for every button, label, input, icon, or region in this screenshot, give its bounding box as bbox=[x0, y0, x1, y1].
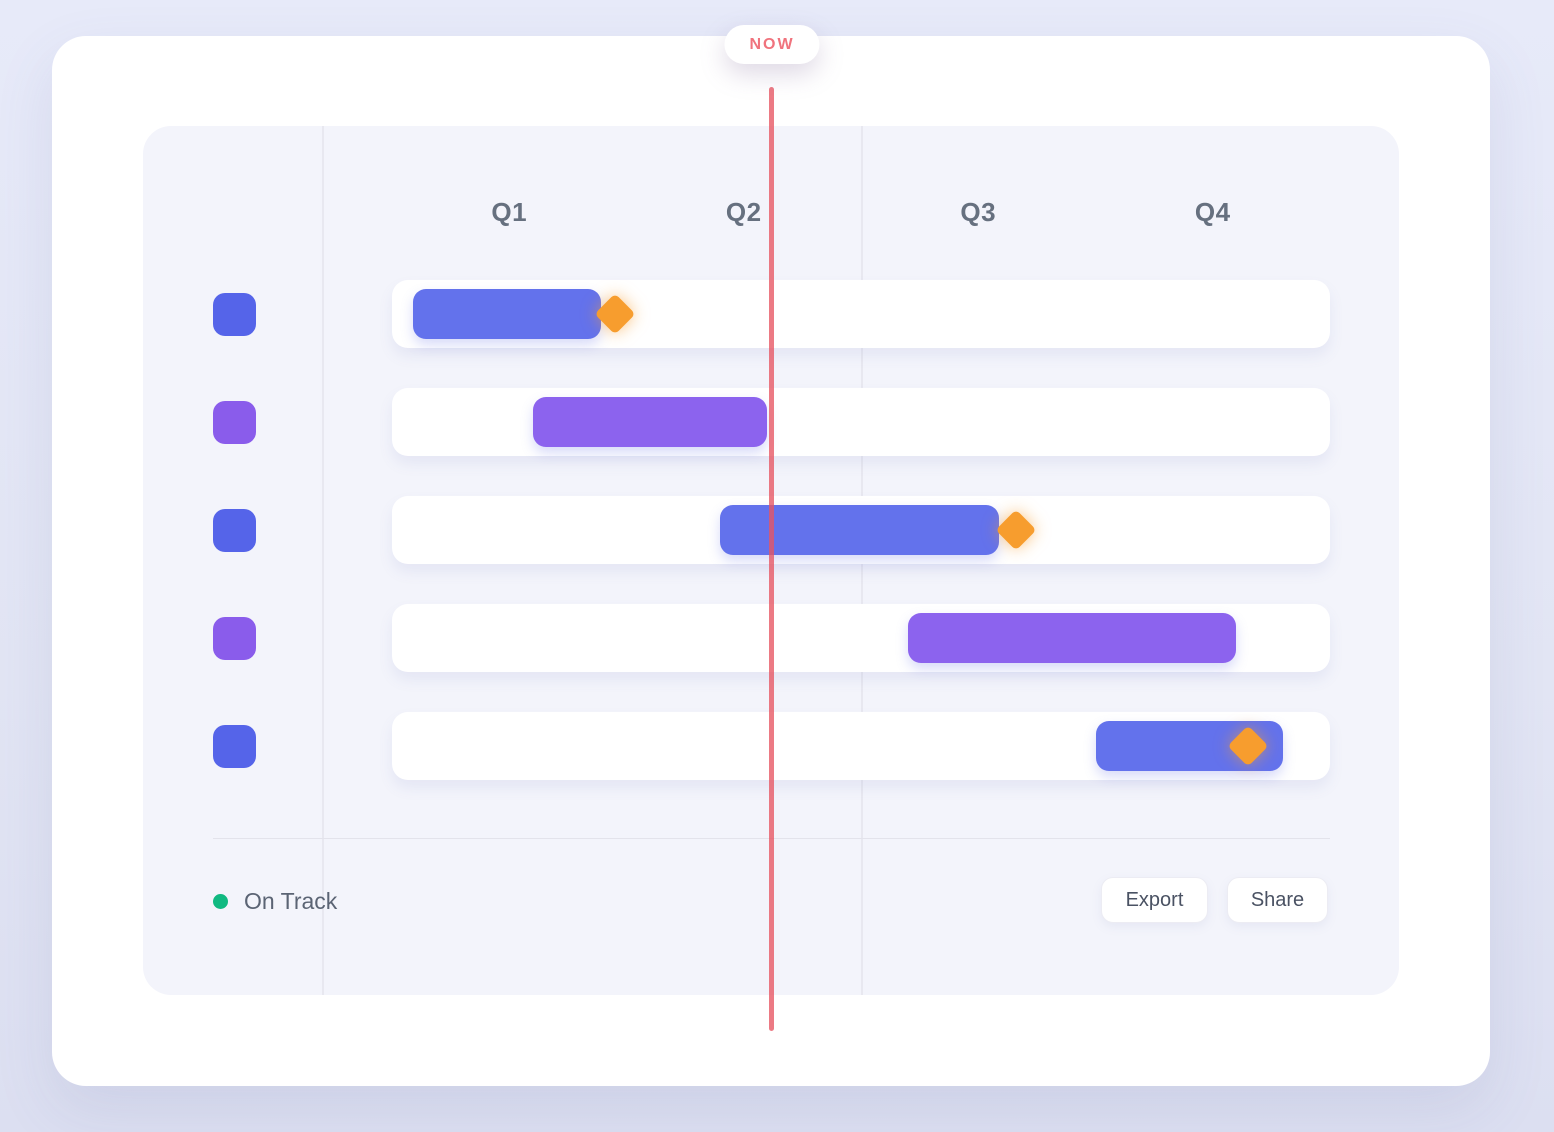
task-color-chip-icon bbox=[213, 508, 256, 552]
task-bar[interactable] bbox=[720, 505, 1000, 555]
gantt-row bbox=[392, 388, 1330, 456]
gridline-icon-column bbox=[322, 126, 324, 995]
action-buttons: Export Share bbox=[1101, 877, 1328, 923]
status-legend: On Track bbox=[213, 878, 337, 924]
export-button[interactable]: Export bbox=[1101, 877, 1208, 923]
task-color-chip-icon bbox=[213, 724, 256, 768]
quarter-label-q2: Q2 bbox=[725, 196, 762, 227]
on-track-label: On Track bbox=[244, 887, 338, 914]
task-color-chip-icon bbox=[213, 616, 256, 660]
task-color-chip-icon bbox=[213, 292, 256, 336]
task-bar[interactable] bbox=[532, 397, 768, 447]
quarter-label-q3: Q3 bbox=[960, 196, 997, 227]
now-timeline-marker bbox=[769, 87, 774, 1031]
quarter-label-q4: Q4 bbox=[1194, 196, 1231, 227]
task-color-chip-icon bbox=[213, 400, 256, 444]
gantt-row bbox=[392, 280, 1330, 348]
gantt-row bbox=[392, 712, 1330, 780]
task-bar[interactable] bbox=[413, 289, 601, 339]
gantt-row bbox=[392, 604, 1330, 672]
task-bar[interactable] bbox=[907, 613, 1237, 663]
quarter-label-q1: Q1 bbox=[491, 196, 528, 227]
on-track-dot-icon bbox=[213, 893, 228, 909]
share-button[interactable]: Share bbox=[1227, 877, 1328, 923]
now-badge: NOW bbox=[724, 25, 820, 64]
quarter-header: Q1 Q2 Q3 Q4 bbox=[392, 182, 1330, 242]
gantt-row bbox=[392, 496, 1330, 564]
now-badge-label: NOW bbox=[749, 35, 795, 53]
milestone-diamond-icon[interactable] bbox=[995, 509, 1037, 551]
